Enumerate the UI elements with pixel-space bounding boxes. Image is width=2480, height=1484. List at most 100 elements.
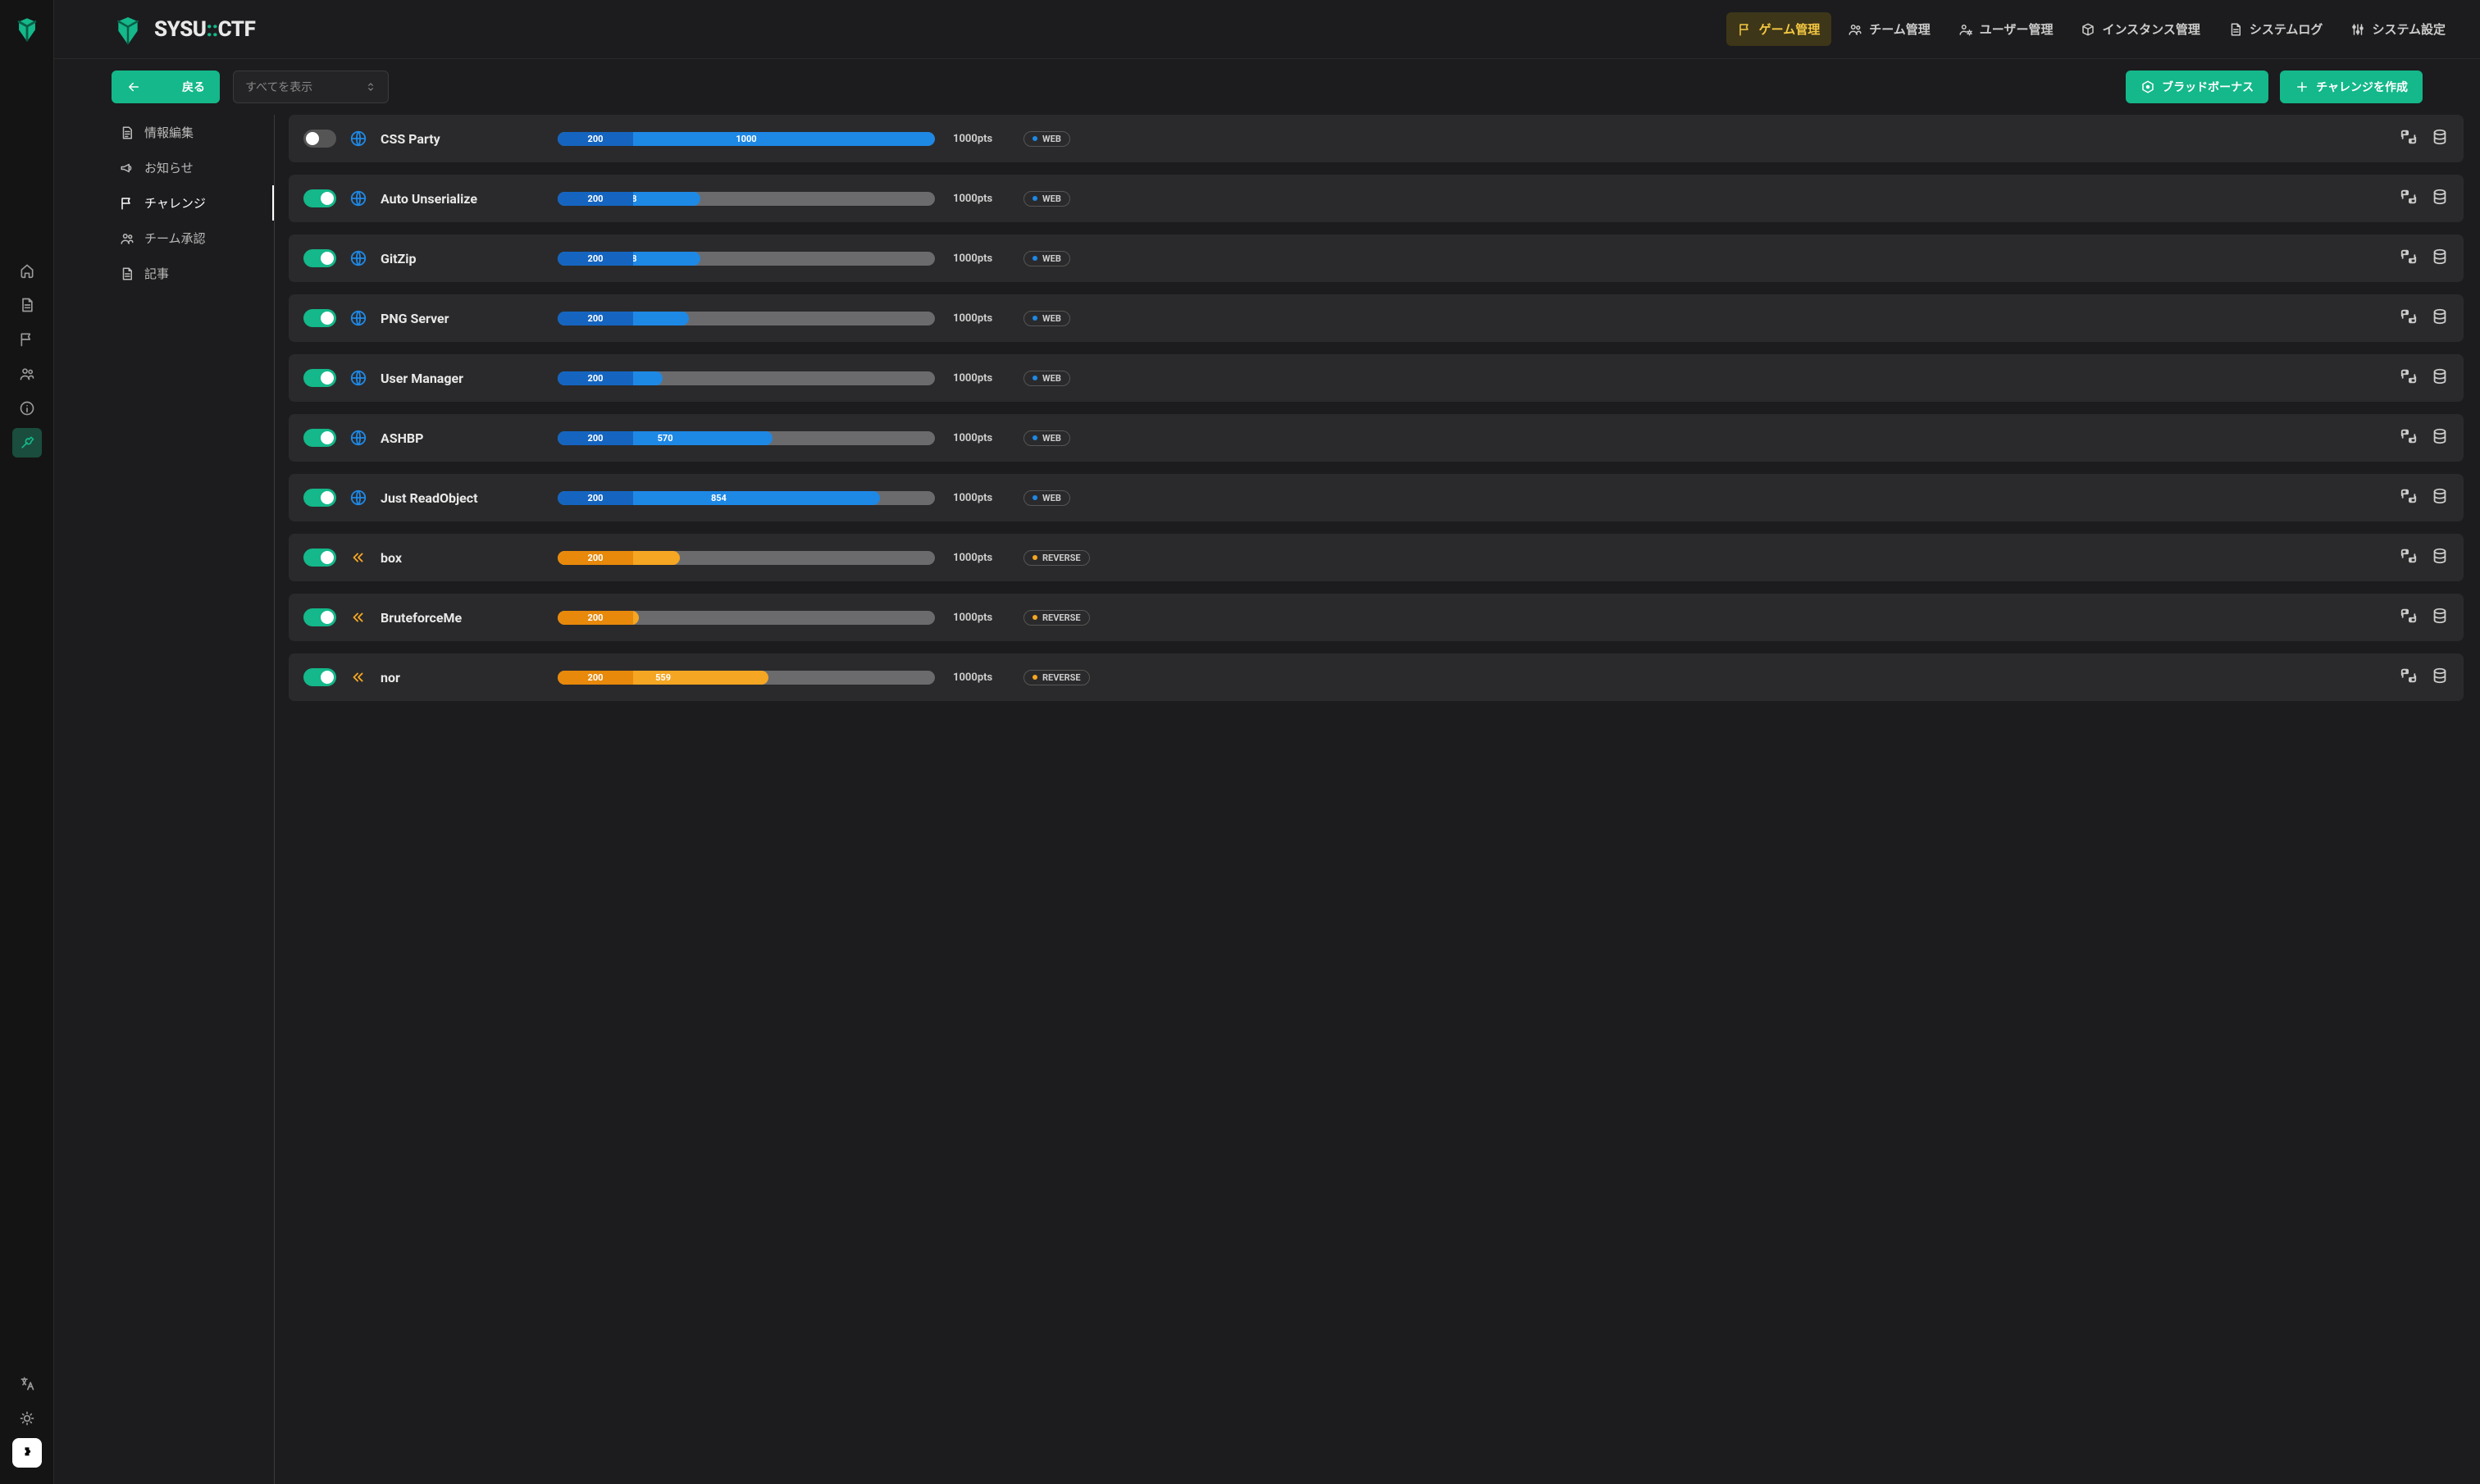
enable-toggle[interactable] xyxy=(303,309,336,327)
rail-item[interactable] xyxy=(12,256,42,285)
puzzle-action[interactable] xyxy=(2400,367,2418,389)
hex-icon xyxy=(2140,80,2155,94)
enable-toggle[interactable] xyxy=(303,489,336,507)
puzzle-action[interactable] xyxy=(2400,427,2418,448)
stack-action[interactable] xyxy=(2431,188,2449,209)
topnav-item[interactable]: システム設定 xyxy=(2339,12,2457,46)
sidebar-item[interactable]: お知らせ xyxy=(112,150,274,185)
topnav-label: システムログ xyxy=(2250,20,2323,38)
score-bar-min: 200 xyxy=(558,551,633,565)
doc-icon xyxy=(2228,22,2243,37)
puzzle-action[interactable] xyxy=(2400,307,2418,329)
stack-action[interactable] xyxy=(2431,128,2449,149)
enable-toggle[interactable] xyxy=(303,249,336,267)
group-icon xyxy=(120,231,134,246)
stack-action[interactable] xyxy=(2431,427,2449,448)
rail-item[interactable] xyxy=(12,428,42,457)
puzzle-action[interactable] xyxy=(2400,667,2418,688)
globe-icon xyxy=(349,489,367,507)
stack-action[interactable] xyxy=(2431,248,2449,269)
topnav-item[interactable]: チーム管理 xyxy=(1836,12,1942,46)
score-bar: 215 200 xyxy=(558,611,935,625)
topnav-item[interactable]: システムログ xyxy=(2217,12,2335,46)
blood-bonus-label: ブラッドボーナス xyxy=(2162,79,2254,95)
filter-select[interactable]: すべてを表示 xyxy=(233,71,389,103)
flag-icon xyxy=(1738,22,1753,37)
docedit-icon xyxy=(120,125,134,140)
stack-icon xyxy=(2431,188,2449,206)
topnav-item[interactable]: インスタンス管理 xyxy=(2069,12,2211,46)
challenge-row[interactable]: Just ReadObject 854 200 1000pts WEB xyxy=(289,474,2464,521)
sidebar-item[interactable]: チーム承認 xyxy=(112,221,274,256)
points-label: 1000pts xyxy=(953,612,1010,624)
puzzle-icon xyxy=(2400,607,2418,625)
blood-bonus-button[interactable]: ブラッドボーナス xyxy=(2126,71,2268,103)
challenge-name: GitZip xyxy=(381,251,545,266)
challenge-row[interactable]: BruteforceMe 215 200 1000pts REVERSE xyxy=(289,594,2464,641)
brand-a: SYSU xyxy=(154,17,207,42)
stack-action[interactable] xyxy=(2431,607,2449,628)
challenge-row[interactable]: PNG Server 347 200 1000pts WEB xyxy=(289,294,2464,342)
stack-action[interactable] xyxy=(2431,487,2449,508)
back-button[interactable]: 戻る xyxy=(112,71,220,103)
enable-toggle[interactable] xyxy=(303,130,336,148)
challenge-row[interactable]: CSS Party 1000 200 1000pts WEB xyxy=(289,115,2464,162)
category-badge: WEB xyxy=(1023,251,1070,266)
enable-toggle[interactable] xyxy=(303,608,336,626)
category-badge: WEB xyxy=(1023,490,1070,506)
puzzle-action[interactable] xyxy=(2400,547,2418,568)
stack-icon xyxy=(2431,307,2449,325)
stack-action[interactable] xyxy=(2431,367,2449,389)
translate-icon xyxy=(19,1376,35,1392)
sidebar-item[interactable]: 記事 xyxy=(112,256,274,291)
topnav-item[interactable]: ゲーム管理 xyxy=(1726,12,1832,46)
enable-toggle[interactable] xyxy=(303,549,336,567)
brand-b: CTF xyxy=(218,17,256,42)
sidebar-item[interactable]: チャレンジ xyxy=(112,185,274,221)
chevrons-icon xyxy=(349,668,367,686)
enable-toggle[interactable] xyxy=(303,189,336,207)
rail-item[interactable] xyxy=(12,290,42,320)
category-badge: REVERSE xyxy=(1023,610,1090,626)
rail-item[interactable] xyxy=(12,325,42,354)
back-label: 戻る xyxy=(182,79,205,95)
rail-item[interactable] xyxy=(12,1404,42,1433)
score-bar: 324 200 xyxy=(558,551,935,565)
stack-action[interactable] xyxy=(2431,667,2449,688)
challenge-row[interactable]: nor 559 200 1000pts REVERSE xyxy=(289,653,2464,701)
stack-icon xyxy=(2431,427,2449,445)
rail-item[interactable] xyxy=(12,359,42,389)
sidebar: 情報編集お知らせチャレンジチーム承認記事 xyxy=(112,115,274,1484)
challenge-row[interactable]: Auto Unserialize 378 200 1000pts WEB xyxy=(289,175,2464,222)
challenge-row[interactable]: ASHBP 570 200 1000pts WEB xyxy=(289,414,2464,462)
puzzle-action[interactable] xyxy=(2400,128,2418,149)
challenge-row[interactable]: box 324 200 1000pts REVERSE xyxy=(289,534,2464,581)
stack-action[interactable] xyxy=(2431,547,2449,568)
enable-toggle[interactable] xyxy=(303,668,336,686)
rail-item[interactable] xyxy=(12,1369,42,1399)
puzzle-action[interactable] xyxy=(2400,248,2418,269)
score-bar: 854 200 xyxy=(558,491,935,505)
puzzle-action[interactable] xyxy=(2400,607,2418,628)
rail-item[interactable] xyxy=(12,1438,42,1468)
badge-dot-icon xyxy=(1033,316,1037,321)
stack-icon xyxy=(2431,367,2449,385)
enable-toggle[interactable] xyxy=(303,429,336,447)
score-bar: 1000 200 xyxy=(558,132,935,146)
challenge-name: BruteforceMe xyxy=(381,610,545,626)
enable-toggle[interactable] xyxy=(303,369,336,387)
brand-logo-icon xyxy=(112,13,144,46)
create-challenge-button[interactable]: チャレンジを作成 xyxy=(2280,71,2423,103)
challenge-row[interactable]: GitZip 378 200 1000pts WEB xyxy=(289,234,2464,282)
puzzle-icon xyxy=(2400,248,2418,266)
topnav-item[interactable]: ユーザー管理 xyxy=(1947,12,2065,46)
score-bar-min: 200 xyxy=(558,252,633,266)
challenge-row[interactable]: User Manager 279 200 1000pts WEB xyxy=(289,354,2464,402)
score-bar-min: 200 xyxy=(558,431,633,445)
puzzle-action[interactable] xyxy=(2400,188,2418,209)
puzzle-action[interactable] xyxy=(2400,487,2418,508)
sidebar-item[interactable]: 情報編集 xyxy=(112,115,274,150)
stack-action[interactable] xyxy=(2431,307,2449,329)
rail-item[interactable] xyxy=(12,394,42,423)
challenge-name: Auto Unserialize xyxy=(381,191,545,207)
